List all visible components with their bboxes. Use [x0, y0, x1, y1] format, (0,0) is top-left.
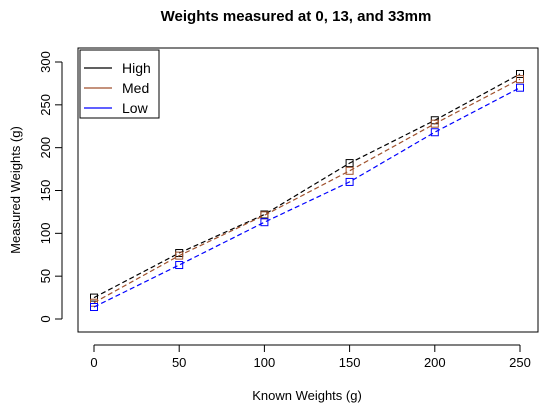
- x-tick-label: 100: [254, 355, 276, 370]
- x-axis-label: Known Weights (g): [252, 388, 362, 403]
- chart-title: Weights measured at 0, 13, and 33mm: [161, 8, 432, 25]
- legend-label: High: [122, 60, 151, 76]
- data-point: [516, 83, 524, 92]
- data-point: [345, 166, 354, 175]
- data-point: [345, 177, 354, 186]
- series-line: [93, 78, 521, 304]
- data-point: [260, 218, 269, 227]
- data-point: [175, 251, 184, 260]
- data-point: [90, 293, 98, 302]
- data-point: [90, 298, 98, 307]
- series-layer: [90, 69, 524, 312]
- y-tick-label: 0: [38, 315, 53, 322]
- y-tick-label: 250: [38, 94, 53, 116]
- y-tick-label: 50: [38, 269, 53, 283]
- legend-label: Med: [122, 80, 149, 96]
- data-point: [516, 69, 524, 78]
- series-line: [93, 73, 521, 299]
- legend-label: Low: [122, 100, 149, 116]
- x-tick-label: 50: [172, 355, 186, 370]
- x-tick-label: 250: [509, 355, 531, 370]
- x-axis: 0 50 100 150 200 250: [90, 344, 531, 370]
- legend-box: [79, 49, 160, 119]
- x-tick-label: 0: [90, 355, 97, 370]
- series-line: [93, 87, 521, 308]
- legend: High Med Low: [79, 49, 160, 119]
- y-axis: 0 50 100 150 200 250 300: [38, 51, 63, 323]
- y-tick-label: 100: [38, 222, 53, 244]
- y-tick-label: 300: [38, 51, 53, 73]
- x-tick-label: 200: [424, 355, 446, 370]
- data-point: [345, 159, 354, 168]
- y-tick-label: 150: [38, 180, 53, 202]
- y-tick-label: 200: [38, 137, 53, 159]
- data-point: [430, 128, 439, 137]
- data-point: [90, 303, 98, 312]
- y-axis-label: Measured Weights (g): [8, 126, 23, 254]
- x-tick-label: 150: [339, 355, 361, 370]
- data-point: [516, 75, 524, 84]
- data-point: [175, 261, 184, 270]
- plot-frame: [77, 47, 539, 333]
- data-point: [430, 119, 439, 128]
- series-low: [90, 83, 524, 312]
